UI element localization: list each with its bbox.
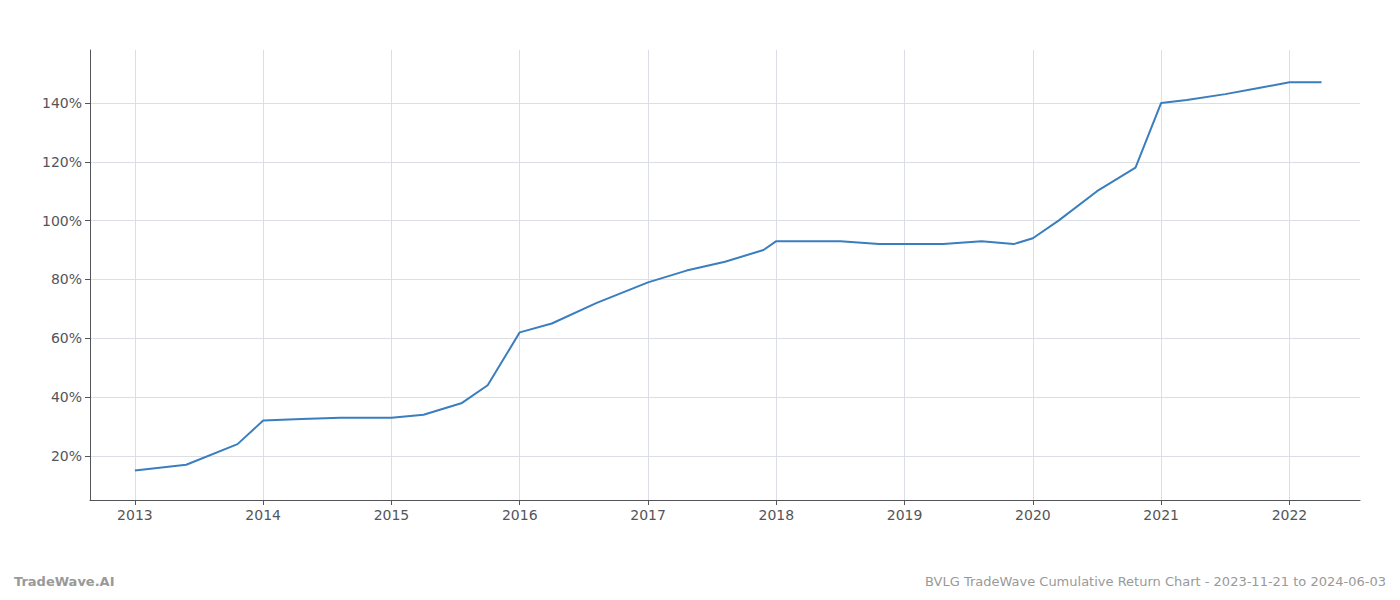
svg-text:2014: 2014 [245,507,281,523]
svg-text:20%: 20% [51,448,82,464]
svg-text:2022: 2022 [1272,507,1308,523]
svg-text:120%: 120% [42,154,82,170]
svg-text:100%: 100% [42,213,82,229]
svg-text:60%: 60% [51,330,82,346]
svg-text:2018: 2018 [758,507,794,523]
svg-text:2015: 2015 [374,507,410,523]
svg-text:2021: 2021 [1143,507,1179,523]
svg-text:40%: 40% [51,389,82,405]
svg-text:2016: 2016 [502,507,538,523]
svg-text:TradeWave.AI: TradeWave.AI [14,574,115,589]
svg-text:2017: 2017 [630,507,666,523]
svg-text:BVLG TradeWave Cumulative Retu: BVLG TradeWave Cumulative Return Chart -… [925,574,1386,589]
svg-text:80%: 80% [51,271,82,287]
svg-text:2020: 2020 [1015,507,1051,523]
svg-text:2013: 2013 [117,507,153,523]
svg-text:140%: 140% [42,95,82,111]
svg-text:2019: 2019 [887,507,923,523]
